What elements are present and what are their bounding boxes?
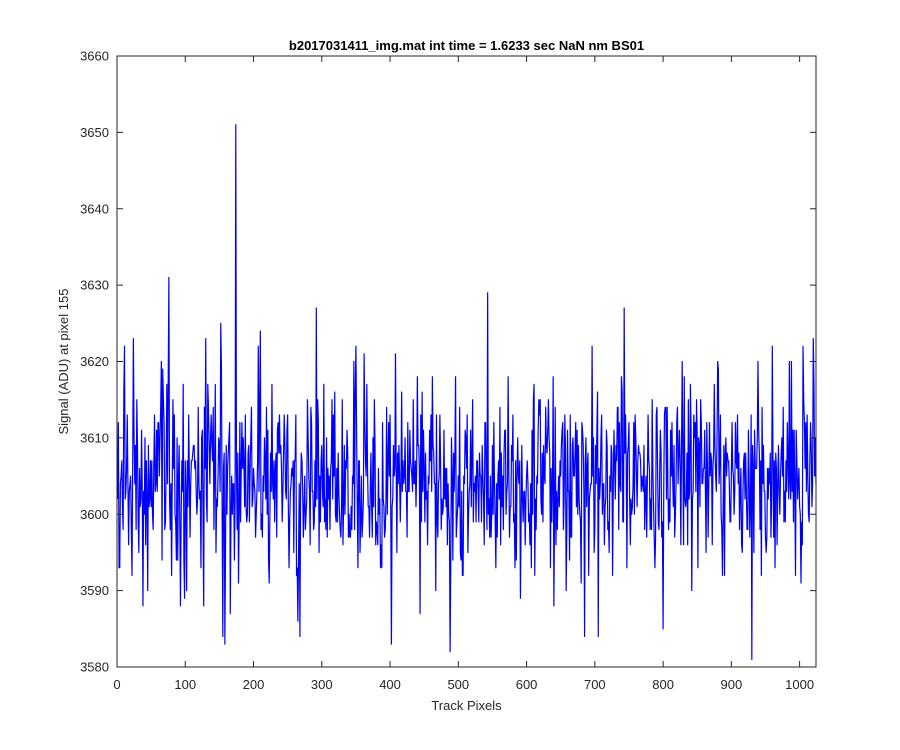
y-tick-label: 3640: [80, 201, 109, 216]
y-tick-label: 3590: [80, 583, 109, 598]
y-tick-label: 3580: [80, 660, 109, 675]
plot-area: [117, 56, 816, 667]
x-tick-label: 700: [584, 677, 606, 692]
x-tick-label: 800: [652, 677, 674, 692]
ticks-layer: 0 100 200 300 400 500 600 700 800 900 1000 3580 3590…: [80, 49, 816, 692]
y-tick-label: 3650: [80, 125, 109, 140]
y-axis-label: Signal (ADU) at pixel 155: [56, 289, 71, 435]
x-tick-label: 400: [379, 677, 401, 692]
y-tick-label: 3630: [80, 278, 109, 293]
x-tick-label: 500: [447, 677, 469, 692]
y-tick-label: 3660: [80, 49, 109, 64]
chart-title: b2017031411_img.mat int time = 1.6233 se…: [289, 38, 644, 53]
y-tick-label: 3610: [80, 430, 109, 445]
series-layer: [117, 124, 817, 660]
x-tick-label: 1000: [785, 677, 814, 692]
x-tick-label: 600: [516, 677, 538, 692]
x-axis-label: Track Pixels: [431, 698, 502, 713]
x-tick-label: 300: [311, 677, 333, 692]
x-tick-label: 200: [243, 677, 265, 692]
series-line: [117, 124, 817, 660]
x-tick-label: 100: [174, 677, 196, 692]
y-tick-label: 3620: [80, 354, 109, 369]
y-tick-label: 3600: [80, 507, 109, 522]
x-tick-label: 0: [113, 677, 120, 692]
x-tick-label: 900: [721, 677, 743, 692]
